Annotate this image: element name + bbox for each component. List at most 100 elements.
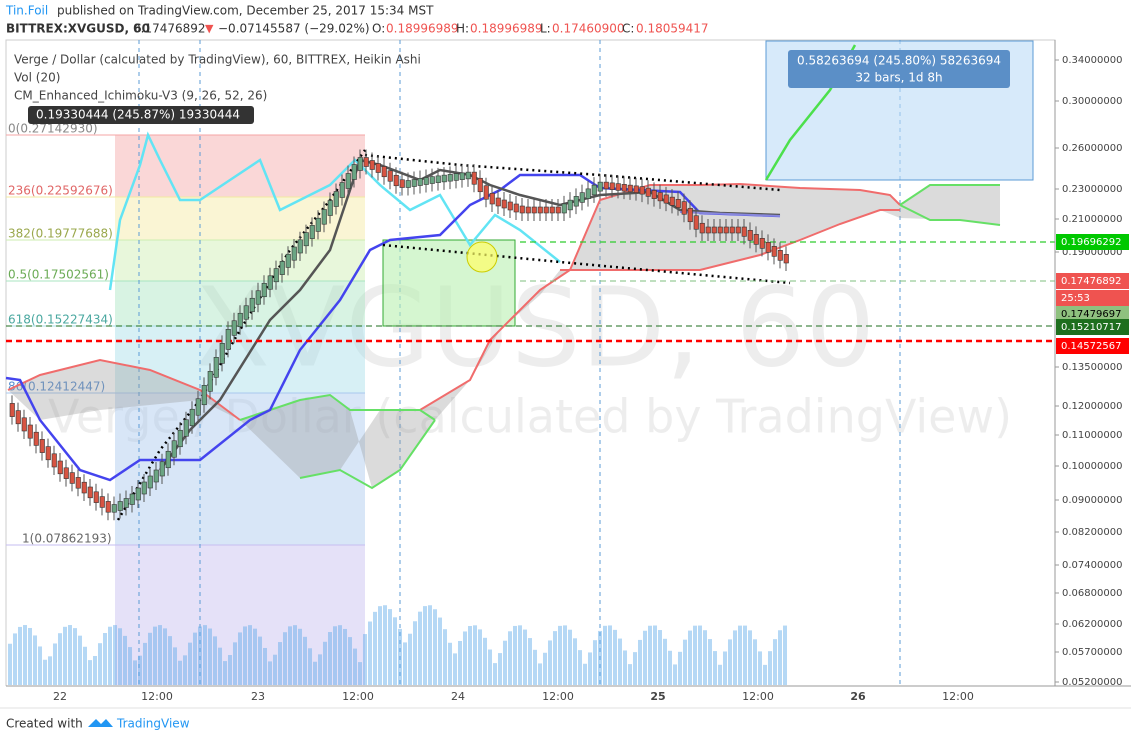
candle [423,177,429,185]
price-badge-text: 0.19696292 [1061,237,1121,248]
price-label: 0.05700000 [1062,647,1122,658]
candle [171,440,177,458]
volume-bar [553,631,557,685]
volume-bar [348,637,352,685]
volume-bar [518,625,522,685]
time-axis [0,686,1131,706]
volume-bar [133,660,137,685]
volume-bar [583,663,587,685]
measure-label-bg [28,106,254,124]
candle [573,196,579,207]
price-axis [1055,40,1131,686]
cloud-edge-green [899,184,1000,206]
measure-label: 32 bars, 1d 8h [855,71,942,85]
price-badge-text: 0.15210717 [1061,322,1121,333]
candle [783,254,789,264]
volume-bar [763,664,767,685]
volume-bar [773,639,777,685]
candle [453,173,459,181]
trend-line [382,243,791,285]
candle [669,196,675,206]
candle [489,192,495,205]
candle [639,186,645,195]
candle [291,246,297,261]
volume-bar [418,611,422,685]
tv-logo [88,719,113,727]
candle [429,176,435,184]
volume-bar [108,626,112,685]
volume-bar [273,654,277,685]
volume-bar [683,639,687,685]
volume-bar [488,649,492,685]
candle [627,184,633,193]
volume-bar [513,625,517,685]
candle [651,190,657,199]
cyan-line [108,131,561,291]
time-label: 24 [451,690,465,703]
volume-bar [708,639,712,685]
volume-bar [673,664,677,685]
volume-bar [258,636,262,685]
candle [417,178,423,186]
candle [75,477,81,489]
candle [33,431,39,446]
candle [21,417,27,432]
volume-bar [438,617,442,685]
time-label: 25 [650,690,665,703]
candle [387,170,393,182]
volume-bar [103,633,107,685]
price-label: 0.06200000 [1062,619,1122,630]
volume-bar [658,630,662,685]
cloud-edge-green [239,393,436,421]
last-price: 0.17476892 [133,22,206,36]
volume-bar [223,661,227,685]
volume-bar [603,625,607,685]
time-label: 22 [53,690,67,703]
candle [147,475,153,489]
volume-bar [43,659,47,685]
volume-bar [18,626,22,685]
volume-bar [483,637,487,685]
legend-item: Verge / Dollar (calculated by TradingVie… [14,53,421,67]
candle [339,182,345,198]
volume-bar [28,627,32,685]
candle [327,200,333,216]
volume-bar [263,647,267,685]
volume-bar [168,636,172,685]
volume-bar [423,606,427,685]
high: 0.18996989 [470,22,543,36]
volume-bar [703,630,707,685]
volume-bar [148,632,152,685]
time-label: 12:00 [141,690,173,703]
candle [357,157,363,171]
footer-brand[interactable]: TradingView [116,717,190,731]
legend-item: CM_Enhanced_Ichimoku-V3 (9, 26, 52, 26) [14,89,267,103]
volume-bar [63,626,67,685]
candle [495,197,501,207]
price-label: 0.06800000 [1062,588,1122,599]
candle [729,226,735,234]
price-badge-text: 25:53 [1061,293,1090,304]
candle [309,225,315,239]
chart-area: XVGUSD, 60 Verge / Dollar (calculated by … [5,39,1056,687]
volume-bar [203,625,207,685]
highlight [466,241,498,273]
candle [255,290,261,305]
author[interactable]: Tin.Foil [5,4,48,18]
volume-bar [543,652,547,685]
volume-bar [113,625,117,685]
watermark-symbol: XVGUSD, 60 [195,263,876,391]
candle [543,206,549,214]
candle [633,185,639,193]
volume-bar [783,625,787,685]
candle [717,226,723,234]
price-badge [1056,273,1129,289]
time-label: 12:00 [942,690,974,703]
volume-bar [718,664,722,685]
price-label: 0.07400000 [1062,560,1122,571]
fib-label: 86(0.12412447) [8,380,105,394]
price-label: 0.26000000 [1062,143,1122,154]
footer-created: Created with [6,717,83,731]
volume-bar [403,642,407,685]
volume-bar [138,655,142,685]
